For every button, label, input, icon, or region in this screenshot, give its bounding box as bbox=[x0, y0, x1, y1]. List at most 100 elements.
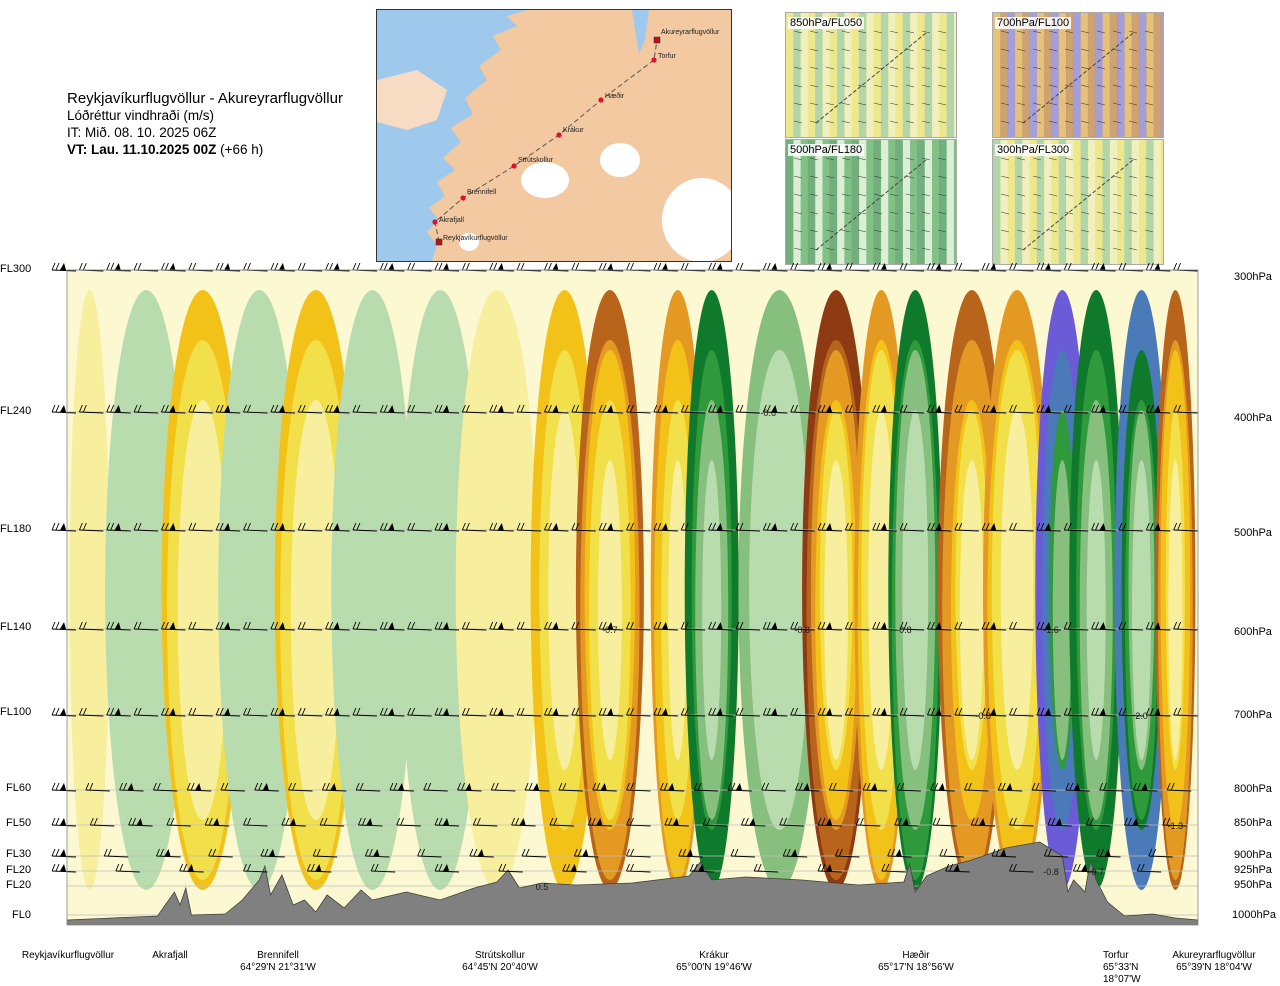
wind-column bbox=[575, 290, 644, 890]
thumb-field bbox=[1044, 140, 1052, 264]
thumbnail-500hpa[interactable]: 500hPa/FL180 bbox=[785, 139, 957, 265]
wind-column bbox=[399, 290, 482, 890]
wind-barb bbox=[844, 707, 870, 717]
wind-barb bbox=[461, 621, 487, 631]
wind-barb bbox=[472, 817, 498, 827]
wind-barb bbox=[945, 863, 970, 873]
thumb-field bbox=[953, 140, 956, 264]
wind-barb bbox=[461, 404, 487, 414]
wind-barb bbox=[844, 621, 870, 631]
route-waypoint[interactable]: Akureyrarflugvöllur bbox=[653, 29, 720, 44]
hpa-label: 500hPa bbox=[1234, 527, 1272, 539]
thumb-barb bbox=[1112, 211, 1122, 215]
thumbnail-300hpa[interactable]: 300hPa/FL300 bbox=[992, 139, 1164, 265]
wind-barb bbox=[457, 782, 482, 792]
thumbnail-label: 500hPa/FL180 bbox=[788, 144, 865, 156]
thumb-barb bbox=[1144, 102, 1154, 106]
thumb-barb bbox=[1064, 84, 1074, 88]
thumb-barb bbox=[921, 120, 931, 124]
thumb-barb bbox=[921, 102, 931, 106]
thumb-barb bbox=[1064, 229, 1074, 233]
waypoint-marker bbox=[651, 57, 657, 63]
thumb-barb bbox=[889, 157, 899, 161]
wind-barb bbox=[587, 817, 613, 827]
thumb-barb bbox=[1128, 102, 1138, 106]
thumb-field bbox=[924, 13, 933, 137]
thumb-barb bbox=[1000, 48, 1010, 52]
thumbnail-850hpa[interactable]: 850hPa/FL050 bbox=[785, 12, 957, 138]
wind-barb bbox=[51, 621, 77, 631]
thumb-barb bbox=[1144, 120, 1154, 124]
thumb-field bbox=[851, 140, 860, 264]
waypoint-marker bbox=[432, 219, 438, 225]
contour-label: -0.8 bbox=[975, 711, 991, 721]
thumb-field bbox=[1087, 13, 1096, 137]
wind-barb bbox=[899, 522, 925, 532]
thumb-barb bbox=[873, 211, 883, 215]
thumb-barb bbox=[1048, 48, 1058, 52]
thumb-barb bbox=[1064, 66, 1074, 70]
route-waypoint[interactable]: Torfur bbox=[651, 53, 677, 63]
wind-barb bbox=[524, 782, 550, 792]
wind-barb bbox=[51, 707, 77, 717]
wind-barb bbox=[1009, 522, 1034, 532]
thumb-barb bbox=[857, 229, 867, 233]
route-waypoint[interactable]: Krákur bbox=[556, 127, 584, 138]
thumb-field bbox=[866, 13, 874, 137]
thumb-barb bbox=[825, 193, 835, 197]
wind-barb bbox=[379, 522, 405, 532]
thumbnail-700hpa[interactable]: 700hPa/FL100 bbox=[992, 12, 1164, 138]
route-waypoint[interactable]: Strútskollur bbox=[511, 157, 554, 169]
wind-column bbox=[684, 290, 739, 890]
thumb-barb bbox=[873, 66, 883, 70]
wind-barb bbox=[887, 848, 912, 858]
route-waypoint[interactable]: Hæðir bbox=[598, 92, 625, 103]
thumb-barb bbox=[889, 102, 899, 106]
wind-contour bbox=[959, 460, 984, 760]
thumbnail-preview bbox=[786, 13, 956, 137]
route-waypoint[interactable]: Brennifell bbox=[460, 189, 497, 201]
thumb-barb bbox=[1144, 30, 1154, 34]
thumb-barb bbox=[1080, 157, 1090, 161]
wind-column bbox=[331, 290, 414, 890]
thumb-barb bbox=[889, 84, 899, 88]
thumb-field bbox=[837, 13, 845, 137]
thumb-field bbox=[939, 13, 947, 137]
thumb-barb bbox=[1096, 120, 1106, 124]
thumb-field bbox=[1124, 13, 1132, 137]
thumb-field bbox=[837, 140, 845, 264]
thumb-field bbox=[1000, 13, 1008, 137]
wind-barb bbox=[325, 522, 350, 532]
wind-barb bbox=[899, 707, 925, 717]
wind-barb bbox=[790, 522, 815, 532]
wind-barb bbox=[1118, 404, 1143, 414]
wind-barb bbox=[790, 404, 815, 414]
thumb-barb bbox=[841, 66, 851, 70]
contour-label: 0.5 bbox=[536, 882, 549, 892]
thumb-barb bbox=[793, 84, 803, 88]
route-waypoint[interactable]: Reykjavíkurflugvöllur bbox=[435, 235, 508, 246]
wind-barb bbox=[133, 522, 159, 532]
thumb-barb bbox=[1016, 84, 1026, 88]
thumb-barb bbox=[825, 120, 835, 124]
thumb-field bbox=[924, 140, 933, 264]
thumb-barb bbox=[1080, 175, 1090, 179]
fl-label: FL20 bbox=[6, 864, 32, 876]
wind-barb bbox=[795, 782, 820, 792]
route-map-canvas: Reykjavíkurflugvöllur Akrafjall Brennifell… bbox=[377, 10, 731, 261]
waypoint-name: Hæðir bbox=[902, 950, 930, 961]
thumb-barb bbox=[1000, 30, 1010, 34]
thumb-barb bbox=[1128, 84, 1138, 88]
wind-barb bbox=[735, 522, 760, 532]
route-waypoint[interactable]: Akrafjall bbox=[432, 217, 464, 225]
wind-barb bbox=[544, 621, 569, 631]
hpa-label: 900hPa bbox=[1234, 849, 1272, 861]
thumb-barb bbox=[857, 84, 867, 88]
wind-barb bbox=[881, 863, 906, 873]
wind-barb bbox=[954, 621, 979, 631]
hpa-label: 925hPa bbox=[1234, 864, 1272, 876]
thumb-field bbox=[807, 140, 816, 264]
waypoint-label: Strútskollur 64°45'N 20°40'W bbox=[448, 950, 552, 974]
route-map[interactable]: Reykjavíkurflugvöllur Akrafjall Brennifell… bbox=[376, 9, 732, 262]
thumb-barb bbox=[937, 48, 947, 52]
